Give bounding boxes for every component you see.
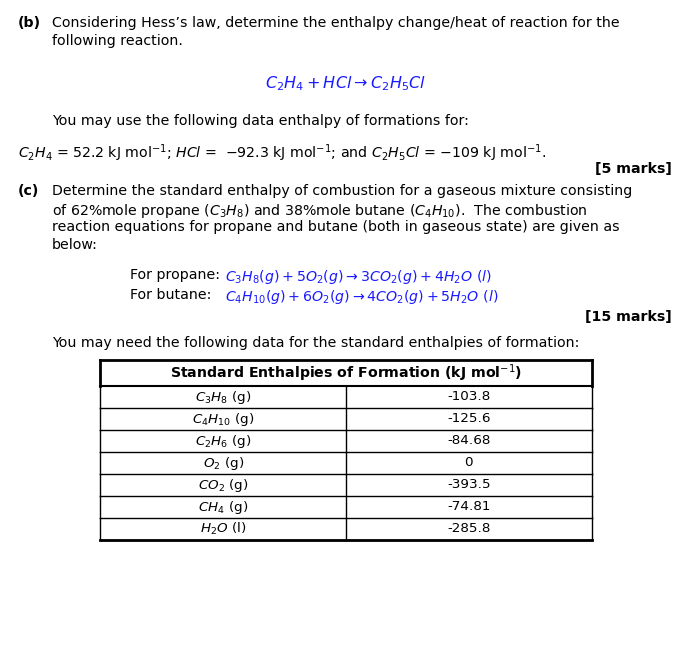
Text: Standard Enthalpies of Formation (kJ mol$^{-1}$): Standard Enthalpies of Formation (kJ mol… <box>170 362 522 384</box>
Text: below:: below: <box>52 238 98 252</box>
Text: (c): (c) <box>18 184 39 198</box>
Bar <box>100 474 592 496</box>
Text: $CH_4$ (g): $CH_4$ (g) <box>198 498 248 515</box>
Text: (b): (b) <box>18 16 41 30</box>
Text: $\mathit{C_4H_{10}(g) + 6O_2(g) \rightarrow 4CO_2(g) + 5H_2O\ (l)}$: $\mathit{C_4H_{10}(g) + 6O_2(g) \rightar… <box>225 288 498 306</box>
Text: -74.81: -74.81 <box>447 500 491 513</box>
Text: -285.8: -285.8 <box>447 523 491 535</box>
Text: [5 marks]: [5 marks] <box>595 162 672 176</box>
Text: You may use the following data enthalpy of formations for:: You may use the following data enthalpy … <box>52 114 469 128</box>
Text: For butane:: For butane: <box>130 288 211 302</box>
Text: Determine the standard enthalpy of combustion for a gaseous mixture consisting: Determine the standard enthalpy of combu… <box>52 184 632 198</box>
Text: reaction equations for propane and butane (both in gaseous state) are given as: reaction equations for propane and butan… <box>52 220 619 234</box>
Text: For propane:: For propane: <box>130 268 220 282</box>
Text: You may need the following data for the standard enthalpies of formation:: You may need the following data for the … <box>52 336 579 350</box>
Text: $C_2H_6$ (g): $C_2H_6$ (g) <box>195 433 251 450</box>
Text: [15 marks]: [15 marks] <box>585 310 672 324</box>
Text: $\mathit{C_2H_4}$ = 52.2 kJ mol$^{-1}$; $\mathit{HCl}$ =  −92.3 kJ mol$^{-1}$; a: $\mathit{C_2H_4}$ = 52.2 kJ mol$^{-1}$; … <box>18 142 546 163</box>
Bar <box>100 518 592 540</box>
Text: Considering Hess’s law, determine the enthalpy change/heat of reaction for the: Considering Hess’s law, determine the en… <box>52 16 619 30</box>
Text: following reaction.: following reaction. <box>52 34 183 48</box>
Text: $C_3H_8$ (g): $C_3H_8$ (g) <box>195 389 251 405</box>
Bar <box>100 386 592 408</box>
Text: $H_2O$ (l): $H_2O$ (l) <box>200 521 246 537</box>
Bar <box>100 452 592 474</box>
Text: $\mathit{C_2H_4 + HCl \rightarrow C_2H_5Cl}$: $\mathit{C_2H_4 + HCl \rightarrow C_2H_5… <box>266 74 426 92</box>
Text: $CO_2$ (g): $CO_2$ (g) <box>198 476 248 494</box>
Text: -393.5: -393.5 <box>447 478 491 492</box>
Text: $O_2$ (g): $O_2$ (g) <box>203 454 244 472</box>
Bar <box>100 496 592 518</box>
Text: 0: 0 <box>464 456 473 470</box>
Text: $\mathit{C_3H_8(g) + 5O_2(g) \rightarrow 3CO_2(g) + 4H_2O\ (l)}$: $\mathit{C_3H_8(g) + 5O_2(g) \rightarrow… <box>225 268 492 286</box>
Text: of 62%mole propane ($C_3H_8$) and 38%mole butane ($C_4H_{10}$).  The combustion: of 62%mole propane ($C_3H_8$) and 38%mol… <box>52 202 588 220</box>
Text: $C_4H_{10}$ (g): $C_4H_{10}$ (g) <box>192 411 255 427</box>
Bar <box>100 360 592 386</box>
Text: -125.6: -125.6 <box>447 413 491 425</box>
Bar <box>100 430 592 452</box>
Bar <box>100 408 592 430</box>
Text: -84.68: -84.68 <box>447 435 491 448</box>
Text: -103.8: -103.8 <box>447 391 491 403</box>
